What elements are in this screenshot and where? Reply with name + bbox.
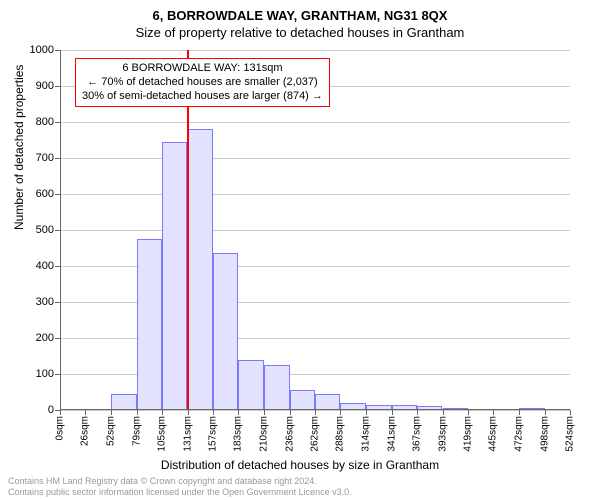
y-tick-label: 0 [48,404,54,416]
x-tick-label: 288sqm [335,416,346,452]
gridline [60,230,570,231]
x-tick-label: 183sqm [233,416,244,452]
x-tick-label: 419sqm [462,416,473,452]
y-tick-label: 700 [36,152,54,164]
y-tick-label: 600 [36,188,54,200]
x-tick-label: 524sqm [565,416,576,452]
x-tick-label: 393sqm [437,416,448,452]
histogram-bar [213,253,238,410]
annotation-line-2: ← 70% of detached houses are smaller (2,… [82,76,323,90]
footer-line-2: Contains public sector information licen… [8,487,352,498]
x-tick-label: 341sqm [386,416,397,452]
x-tick-label: 52sqm [105,416,116,446]
annotation-box: 6 BORROWDALE WAY: 131sqm ← 70% of detach… [75,58,330,107]
gridline [60,158,570,159]
x-tick-label: 131sqm [182,416,193,452]
y-axis-label: Number of detached properties [12,65,26,230]
y-tick-label: 500 [36,224,54,236]
x-tick-label: 79sqm [131,416,142,446]
y-axis-line [60,50,61,410]
histogram-bar [111,394,137,410]
histogram-bar [137,239,162,410]
x-tick-label: 210sqm [259,416,270,452]
x-tick-label: 498sqm [539,416,550,452]
x-tick-label: 236sqm [284,416,295,452]
y-tick-label: 900 [36,80,54,92]
x-axis-label: Distribution of detached houses by size … [0,458,600,472]
histogram-bar [188,129,213,410]
x-tick-label: 157sqm [207,416,218,452]
x-tick-label: 314sqm [360,416,371,452]
footer-attribution: Contains HM Land Registry data © Crown c… [8,476,352,498]
footer-line-1: Contains HM Land Registry data © Crown c… [8,476,352,487]
gridline [60,194,570,195]
histogram-bar [238,360,264,410]
x-tick-label: 262sqm [310,416,321,452]
y-tick-label: 100 [36,368,54,380]
histogram-bar [290,390,315,410]
gridline [60,50,570,51]
chart-title: 6, BORROWDALE WAY, GRANTHAM, NG31 8QX [0,0,600,23]
annotation-line-3: 30% of semi-detached houses are larger (… [82,90,323,104]
x-tick-label: 105sqm [157,416,168,452]
x-axis-line [60,409,570,410]
x-tick-label: 445sqm [488,416,499,452]
annotation-line-1: 6 BORROWDALE WAY: 131sqm [82,62,323,76]
y-tick-label: 300 [36,296,54,308]
histogram-bar [162,142,187,410]
x-tick-label: 0sqm [55,416,66,440]
x-tick-label: 472sqm [514,416,525,452]
x-tick-label: 367sqm [412,416,423,452]
chart-subtitle: Size of property relative to detached ho… [0,23,600,40]
histogram-bar [315,394,340,410]
gridline [60,122,570,123]
y-tick-label: 800 [36,116,54,128]
y-tick-label: 200 [36,332,54,344]
y-tick-label: 400 [36,260,54,272]
y-tick-label: 1000 [30,44,54,56]
histogram-bar [264,365,289,410]
x-tick-label: 26sqm [80,416,91,446]
